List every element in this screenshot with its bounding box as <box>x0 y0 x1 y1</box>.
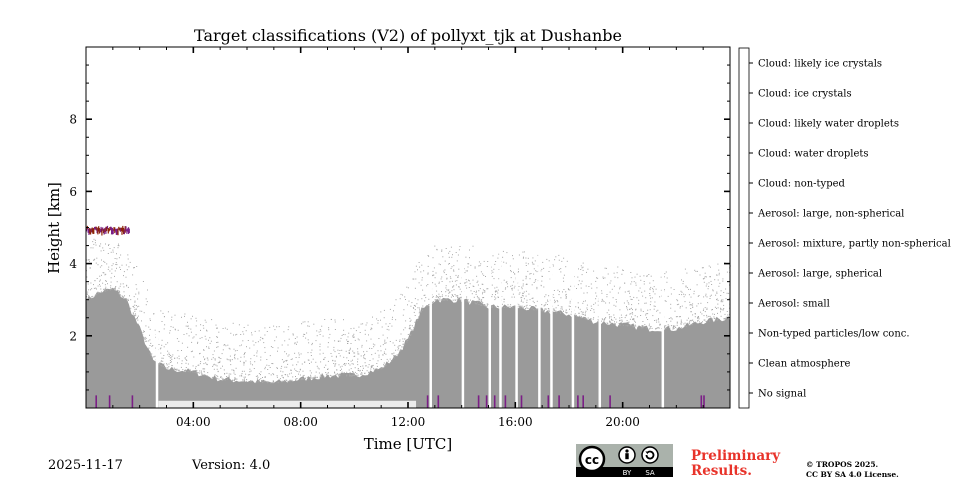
x-axis-label: Time [UTC] <box>364 435 453 453</box>
preliminary-line-2: Results. <box>691 463 752 479</box>
nontyped-mark <box>558 395 560 408</box>
data-gap <box>515 47 518 408</box>
data-gap <box>538 47 541 408</box>
nontyped-mark <box>493 395 496 408</box>
data-gap <box>598 47 602 408</box>
colorbar-label: Cloud: ice crystals <box>758 89 852 100</box>
data-gap <box>499 47 502 408</box>
preliminary-line-1: Preliminary <box>691 448 781 464</box>
colorbar-label: Aerosol: small <box>757 299 830 310</box>
nontyped-mark <box>520 395 523 408</box>
colorbar-label: Aerosol: mixture, partly non-spherical <box>757 239 951 250</box>
x-tick-label: 16:00 <box>498 415 533 429</box>
data-gap <box>429 47 432 408</box>
colorbar-label: Cloud: water droplets <box>758 149 869 160</box>
nontyped-mark <box>547 395 550 408</box>
nontyped-mark <box>504 395 507 408</box>
sa-text: SA <box>645 469 655 477</box>
colorbar-label: Non-typed particles/low conc. <box>758 329 910 340</box>
y-tick-label: 4 <box>69 257 77 271</box>
plot-area <box>86 47 731 409</box>
nontyped-mark <box>131 395 134 408</box>
y-tick-label: 2 <box>69 329 77 343</box>
footer-date: 2025-11-17 <box>48 458 123 473</box>
sa-icon <box>641 446 659 464</box>
copyright-notice: © TROPOS 2025. CC BY SA 4.0 License. <box>806 460 899 480</box>
y-tick-label: 6 <box>69 185 77 199</box>
by-text: BY <box>623 469 632 477</box>
data-gap <box>155 47 159 408</box>
colorbar-label: Cloud: likely water droplets <box>758 119 899 130</box>
colorbar-label: Cloud: non-typed <box>758 179 846 190</box>
data-gap <box>571 47 575 408</box>
data-gap <box>461 47 465 408</box>
data-gap <box>550 47 553 408</box>
colorbar: No signal Clean atmosphere Non-typed parti… <box>738 47 951 409</box>
nontyped-mark <box>426 395 429 408</box>
cloud-layer <box>86 225 130 236</box>
nontyped-mark <box>485 395 488 408</box>
chart-title: Target classifications (V2) of pollyxt_t… <box>194 26 622 45</box>
colorbar-label: Clean atmosphere <box>758 359 851 370</box>
near-ground-strip <box>158 400 417 409</box>
x-tick-label: 20:00 <box>605 415 640 429</box>
colorbar-frame <box>738 47 750 409</box>
nontyped-mark <box>703 395 705 408</box>
x-tick-label: 12:00 <box>391 415 426 429</box>
aerosol-layer <box>86 287 730 408</box>
x-tick-label: 04:00 <box>176 415 211 429</box>
y-tick-label: 8 <box>69 113 77 127</box>
colorbar-label: Aerosol: large, non-spherical <box>757 209 904 220</box>
nontyped-mark <box>437 395 440 408</box>
nontyped-mark <box>477 395 480 408</box>
nontyped-mark <box>582 395 584 408</box>
nontyped-mark <box>108 395 111 408</box>
y-axis-label: Height [km] <box>45 182 63 274</box>
nontyped-mark <box>577 395 579 408</box>
x-tick-label: 08:00 <box>283 415 318 429</box>
footer-version: Version: 4.0 <box>192 458 271 473</box>
nontyped-mark <box>95 395 97 408</box>
cc-by-sa-badge: cc BY SA <box>576 444 673 477</box>
nontyped-mark <box>700 395 703 408</box>
preliminary-notice: Preliminary Results. <box>691 449 780 479</box>
colorbar-label: Aerosol: large, spherical <box>757 269 882 280</box>
data-gap <box>488 47 491 408</box>
colorbar-label: Cloud: likely ice crystals <box>758 59 882 70</box>
copyright-line-1: © TROPOS 2025. <box>806 460 879 469</box>
nontyped-mark <box>609 395 611 408</box>
copyright-line-2: CC BY SA 4.0 License. <box>806 470 899 479</box>
colorbar-label: No signal <box>758 389 806 400</box>
cc-text: cc <box>585 453 599 467</box>
data-gap <box>661 47 665 408</box>
axes: 04:00 08:00 12:00 16:00 20:00 2 4 6 8 <box>69 46 731 429</box>
